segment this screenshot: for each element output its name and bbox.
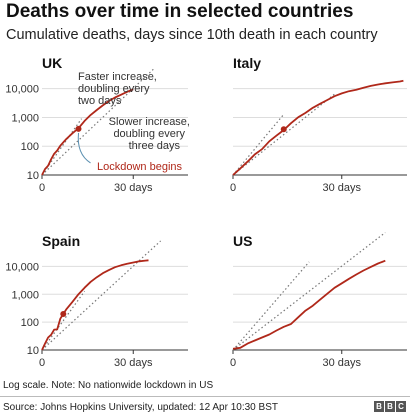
bbc-logo-letter: B [385, 401, 395, 412]
chart-subtitle: Cumulative deaths, days since 10th death… [6, 27, 378, 43]
deaths-line-italy [232, 79, 404, 176]
panel-title-uk: UK [42, 55, 62, 71]
doubling-line-3-days [41, 67, 155, 176]
lockdown-marker-italy [280, 126, 287, 133]
deaths-line-us [232, 259, 386, 350]
x-tick-label: 30 days [322, 357, 361, 369]
y-tick-label: 10 [27, 170, 39, 182]
doubling-line-2-days [232, 113, 285, 176]
annotation-faster-increase: Faster increase, doubling every two days [78, 71, 157, 107]
y-tick-label: 10 [27, 345, 39, 357]
x-tick-label: 30 days [322, 182, 361, 194]
doubling-line-3-days [232, 232, 386, 351]
annotation-slower-increase: Slower increase, doubling every three days [109, 116, 190, 152]
source-credit: Source: Johns Hopkins University, update… [3, 402, 278, 413]
y-tick-label: 100 [21, 141, 39, 153]
x-tick-label: 0 [230, 182, 236, 194]
annotation-lockdown: Lockdown begins [97, 161, 183, 173]
y-tick-label: 100 [21, 317, 39, 329]
y-tick-label: 10,000 [5, 261, 39, 273]
x-tick-label: 0 [39, 357, 45, 369]
x-tick-label: 30 days [114, 182, 153, 194]
x-tick-label: 30 days [114, 357, 153, 369]
y-tick-label: 1,000 [11, 112, 39, 124]
doubling-line-2-days [41, 290, 86, 351]
y-tick-label: 10,000 [5, 84, 39, 96]
lockdown-marker-spain [60, 311, 67, 318]
panel-title-italy: Italy [233, 55, 261, 71]
doubling-line-2-days [232, 261, 310, 351]
doubling-line-3-days [232, 93, 335, 176]
footnote: Log scale. Note: No nationwide lockdown … [3, 380, 214, 391]
panel-title-us: US [233, 233, 252, 249]
y-tick-label: 1,000 [11, 289, 39, 301]
doubling-line-3-days [41, 240, 162, 351]
bbc-logo-letter: B [374, 401, 384, 412]
bbc-logo-letter: C [396, 401, 406, 412]
panel-title-spain: Spain [42, 233, 80, 249]
chart-title: Deaths over time in selected countries [6, 1, 354, 22]
lockdown-marker-uk [75, 125, 82, 132]
footer-divider [0, 396, 410, 397]
deaths-line-spain [41, 259, 149, 351]
lockdown-callout-line [77, 132, 91, 164]
doubling-line-2-days [41, 118, 83, 176]
x-tick-label: 0 [39, 182, 45, 194]
bbc-logo: B B C [374, 401, 406, 412]
x-tick-label: 0 [230, 357, 236, 369]
